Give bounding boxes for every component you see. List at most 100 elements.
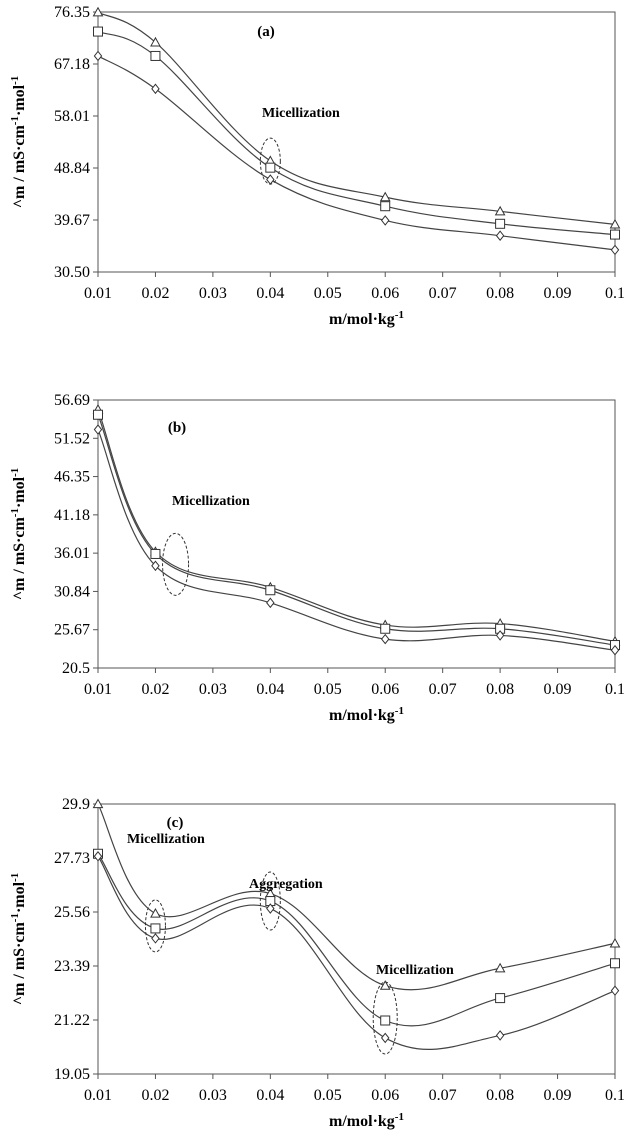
data-point-square (495, 993, 506, 1004)
data-point-square (93, 26, 103, 37)
data-point-square (150, 548, 161, 559)
data-point-square (265, 162, 276, 173)
x-tick-label: 0.07 (429, 285, 457, 302)
data-point-diamond (495, 230, 505, 242)
data-point-triangle (379, 191, 391, 202)
data-point-square (150, 50, 161, 61)
x-tick-label: 0.05 (314, 681, 342, 698)
y-axis-label: ^m / mS·cm-1·mol-1 (9, 873, 28, 1006)
y-tick-label: 36.01 (54, 545, 90, 562)
data-point-diamond (610, 985, 620, 996)
x-tick-label: 0.06 (371, 681, 399, 698)
x-tick-label: 0.08 (486, 681, 514, 698)
x-tick-label: 0.05 (314, 1087, 342, 1104)
y-tick-label: 48.84 (54, 160, 90, 177)
x-tick-label: 0.08 (486, 1087, 514, 1104)
series-line-square (97, 414, 616, 646)
data-point-diamond (495, 1030, 505, 1041)
x-tick-label: 0.09 (544, 285, 572, 302)
data-point-triangle (92, 798, 104, 809)
y-axis-label: ^m / mS·cm-1·mol-1 (9, 468, 28, 601)
data-point-diamond (266, 903, 275, 914)
series-line-diamond (97, 55, 616, 251)
x-tick-label: 0.04 (256, 1087, 284, 1104)
annotation-label: Micellization (376, 963, 454, 978)
x-tick-label: 0.1 (605, 285, 625, 302)
x-tick-label: 0.04 (256, 681, 284, 698)
data-point-diamond (151, 933, 160, 944)
panel-label: (b) (168, 420, 186, 436)
data-point-square (265, 585, 276, 596)
y-tick-label: 58.01 (54, 108, 90, 125)
x-axis-label: m/mol·kg-1 (329, 309, 404, 328)
x-tick-label: 0.02 (141, 1087, 169, 1104)
series-line-triangle (97, 409, 616, 642)
y-tick-label: 23.39 (54, 958, 90, 975)
annotation-ellipse (144, 899, 166, 953)
y-tick-label: 21.22 (54, 1012, 90, 1029)
data-point-square (380, 201, 391, 212)
plot-frame (97, 11, 616, 273)
x-tick-label: 0.08 (486, 285, 514, 302)
data-point-square (495, 218, 506, 229)
data-point-diamond (93, 424, 103, 435)
x-tick-label: 0.03 (199, 681, 227, 698)
annotation-ellipse (162, 532, 190, 596)
data-point-square (150, 923, 161, 934)
y-tick-label: 30.50 (54, 264, 90, 281)
y-tick-label: 51.52 (54, 430, 90, 447)
x-tick-label: 0.07 (429, 681, 457, 698)
chart-panel-1: 30.50 39.67 48.84 58.01 67.18 76.35 0.01 0.02 0.… (9, 4, 625, 328)
data-point-triangle (494, 205, 506, 216)
data-point-triangle (379, 980, 391, 990)
x-tick-label: 0.07 (429, 1087, 457, 1104)
data-point-triangle (609, 218, 621, 229)
x-tick-label: 0.02 (141, 681, 169, 698)
data-point-triangle (92, 6, 104, 17)
y-tick-label: 76.35 (54, 4, 90, 21)
y-tick-label: 46.35 (54, 469, 90, 486)
chart-panel-3: 19.05 21.22 23.39 25.56 27.73 29.9 0.01 0.02 0.0… (9, 796, 625, 1130)
data-point-square (610, 958, 620, 969)
y-tick-label: 20.5 (62, 660, 90, 677)
y-tick-label: 67.18 (54, 56, 90, 73)
x-axis-label: m/mol·kg-1 (329, 1111, 404, 1130)
series-line-diamond (97, 855, 616, 1050)
x-tick-label: 0.03 (199, 285, 227, 302)
panel-label: (a) (257, 24, 275, 40)
annotation-ellipse (259, 137, 281, 185)
x-tick-label: 0.01 (84, 1087, 112, 1104)
series-line-triangle (97, 803, 616, 991)
x-tick-label: 0.01 (84, 285, 112, 302)
data-point-triangle (494, 962, 506, 973)
data-point-diamond (266, 174, 275, 185)
data-point-diamond (610, 244, 620, 256)
y-tick-label: 29.9 (62, 796, 90, 813)
data-point-square (610, 229, 620, 240)
x-tick-label: 0.09 (544, 1087, 572, 1104)
x-tick-label: 0.04 (256, 285, 284, 302)
x-tick-label: 0.1 (605, 1087, 625, 1104)
data-point-triangle (150, 36, 161, 47)
data-point-diamond (380, 633, 390, 645)
annotation-label: Micellization (127, 832, 205, 847)
data-point-triangle (609, 937, 621, 948)
x-tick-label: 0.1 (605, 681, 625, 698)
x-tick-label: 0.06 (371, 1087, 399, 1104)
data-point-diamond (93, 50, 103, 62)
y-tick-label: 19.05 (54, 1066, 90, 1083)
data-point-square (93, 409, 103, 420)
data-point-triangle (150, 907, 161, 918)
annotation-label: Micellization (262, 106, 340, 121)
y-tick-label: 41.18 (54, 507, 90, 524)
series-line-square (97, 853, 616, 1027)
y-tick-label: 27.73 (54, 850, 90, 867)
y-tick-label: 56.69 (54, 392, 90, 409)
x-tick-label: 0.01 (84, 681, 112, 698)
data-point-diamond (380, 215, 390, 226)
annotation-ellipse (372, 981, 398, 1055)
x-tick-label: 0.02 (141, 285, 169, 302)
x-axis-label: m/mol·kg-1 (329, 705, 404, 724)
x-tick-label: 0.09 (544, 681, 572, 698)
data-point-diamond (495, 630, 505, 641)
